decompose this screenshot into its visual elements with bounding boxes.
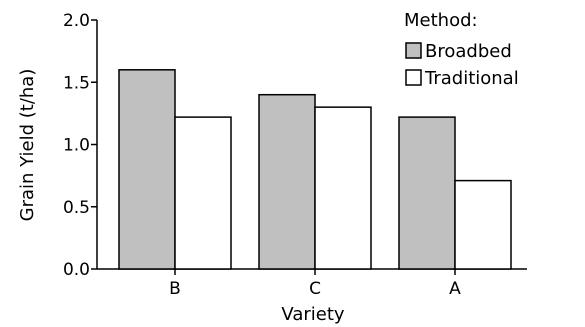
bar-broadbed-b (118, 69, 176, 270)
legend-title: Method: (404, 10, 478, 31)
y-axis-label: Grain Yield (t/ha) (17, 69, 38, 222)
y-tick-label: 1.5 (63, 73, 90, 93)
legend-swatch-traditional (405, 69, 422, 86)
y-tick-label: 0.0 (63, 260, 90, 280)
bar-broadbed-a (398, 116, 456, 270)
bar-traditional-b (174, 116, 232, 270)
x-axis-label: Variety (281, 304, 344, 325)
y-tick-label: 1.0 (63, 136, 90, 156)
legend-label-traditional: Traditional (424, 68, 519, 89)
legend-swatch-broadbed (405, 42, 422, 59)
bars (118, 69, 512, 270)
y-tick-label: 0.5 (63, 198, 90, 218)
bar-traditional-c (314, 106, 372, 270)
bar-broadbed-c (258, 93, 316, 270)
x-tick-label: A (449, 279, 461, 299)
y-tick-label: 2.0 (63, 11, 90, 31)
bar-traditional-a (454, 179, 512, 270)
legend-label-broadbed: Broadbed (425, 41, 512, 62)
y-axis: 0.0 0.5 1.0 1.5 2.0 (63, 11, 98, 280)
x-tick-label: C (309, 279, 321, 299)
x-tick-label: B (169, 279, 181, 299)
legend: Method: Broadbed Traditional (404, 10, 519, 89)
